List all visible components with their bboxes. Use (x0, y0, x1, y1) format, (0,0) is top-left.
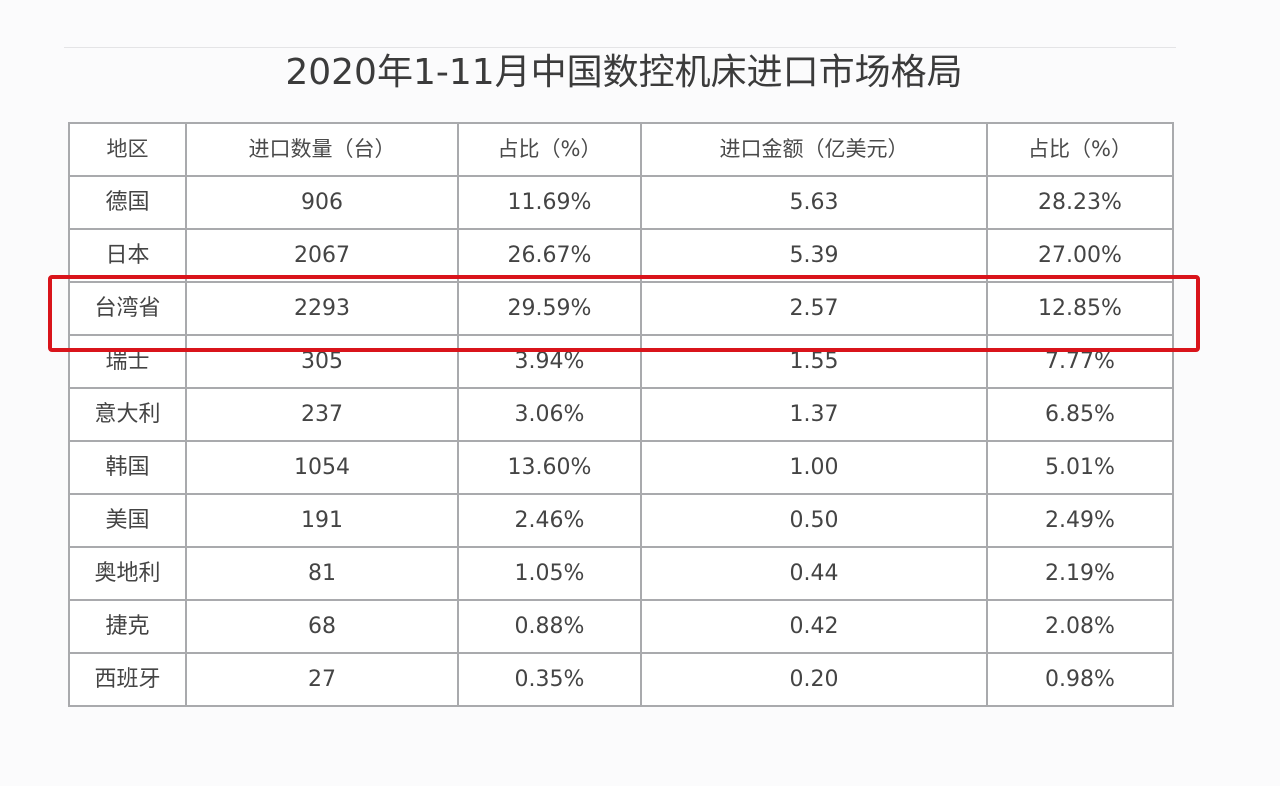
cell-amount-share: 2.49% (986, 493, 1174, 548)
table-row: 日本 2067 26.67% 5.39 27.00% (68, 228, 1174, 283)
cell-region: 德国 (68, 175, 187, 230)
table-row: 德国 906 11.69% 5.63 28.23% (68, 175, 1174, 230)
top-divider (64, 47, 1176, 48)
header-import-quantity: 进口数量（台） (185, 122, 459, 177)
cell-region: 美国 (68, 493, 187, 548)
cell-quantity: 305 (185, 334, 459, 389)
cell-quantity: 1054 (185, 440, 459, 495)
cell-region: 瑞士 (68, 334, 187, 389)
cell-amount: 1.37 (640, 387, 988, 442)
cell-quantity-share: 0.88% (457, 599, 642, 654)
table-row-highlighted: 台湾省 2293 29.59% 2.57 12.85% (68, 281, 1174, 336)
cell-amount-share: 28.23% (986, 175, 1174, 230)
cell-quantity: 237 (185, 387, 459, 442)
cell-amount: 0.42 (640, 599, 988, 654)
cell-amount-share: 7.77% (986, 334, 1174, 389)
cell-quantity: 27 (185, 652, 459, 707)
cell-amount: 0.20 (640, 652, 988, 707)
cell-quantity: 81 (185, 546, 459, 601)
cell-quantity-share: 1.05% (457, 546, 642, 601)
page-title: 2020年1-11月中国数控机床进口市场格局 (285, 52, 963, 93)
table-row: 美国 191 2.46% 0.50 2.49% (68, 493, 1174, 548)
cell-amount-share: 2.08% (986, 599, 1174, 654)
cell-region: 意大利 (68, 387, 187, 442)
cell-amount-share: 2.19% (986, 546, 1174, 601)
cell-amount-share: 5.01% (986, 440, 1174, 495)
table-row: 韩国 1054 13.60% 1.00 5.01% (68, 440, 1174, 495)
cell-amount: 1.55 (640, 334, 988, 389)
header-quantity-share: 占比（%） (457, 122, 642, 177)
cell-amount: 5.39 (640, 228, 988, 283)
cell-amount: 5.63 (640, 175, 988, 230)
cell-quantity: 68 (185, 599, 459, 654)
cell-amount: 0.50 (640, 493, 988, 548)
header-amount-share: 占比（%） (986, 122, 1174, 177)
cell-region: 奥地利 (68, 546, 187, 601)
cell-amount: 2.57 (640, 281, 988, 336)
cell-quantity-share: 13.60% (457, 440, 642, 495)
cell-amount: 0.44 (640, 546, 988, 601)
cell-region: 台湾省 (68, 281, 187, 336)
cell-amount-share: 27.00% (986, 228, 1174, 283)
table-header-row: 地区 进口数量（台） 占比（%） 进口金额（亿美元） 占比（%） (68, 122, 1174, 177)
cell-quantity: 906 (185, 175, 459, 230)
cell-amount-share: 12.85% (986, 281, 1174, 336)
table-row: 捷克 68 0.88% 0.42 2.08% (68, 599, 1174, 654)
cell-quantity: 191 (185, 493, 459, 548)
cell-quantity-share: 26.67% (457, 228, 642, 283)
cell-quantity-share: 11.69% (457, 175, 642, 230)
cell-quantity-share: 0.35% (457, 652, 642, 707)
header-region: 地区 (68, 122, 187, 177)
cell-amount-share: 6.85% (986, 387, 1174, 442)
cell-quantity-share: 3.94% (457, 334, 642, 389)
cell-region: 日本 (68, 228, 187, 283)
cell-quantity: 2067 (185, 228, 459, 283)
cell-region: 韩国 (68, 440, 187, 495)
table-row: 瑞士 305 3.94% 1.55 7.77% (68, 334, 1174, 389)
cell-quantity-share: 2.46% (457, 493, 642, 548)
cell-amount: 1.00 (640, 440, 988, 495)
cell-region: 西班牙 (68, 652, 187, 707)
table-row: 意大利 237 3.06% 1.37 6.85% (68, 387, 1174, 442)
cell-quantity-share: 29.59% (457, 281, 642, 336)
table-row: 奥地利 81 1.05% 0.44 2.19% (68, 546, 1174, 601)
cell-region: 捷克 (68, 599, 187, 654)
cell-quantity: 2293 (185, 281, 459, 336)
cell-amount-share: 0.98% (986, 652, 1174, 707)
header-import-amount: 进口金额（亿美元） (640, 122, 988, 177)
cell-quantity-share: 3.06% (457, 387, 642, 442)
table-row: 西班牙 27 0.35% 0.20 0.98% (68, 652, 1174, 707)
import-market-table: 地区 进口数量（台） 占比（%） 进口金额（亿美元） 占比（%） 德国 906 … (68, 122, 1174, 707)
